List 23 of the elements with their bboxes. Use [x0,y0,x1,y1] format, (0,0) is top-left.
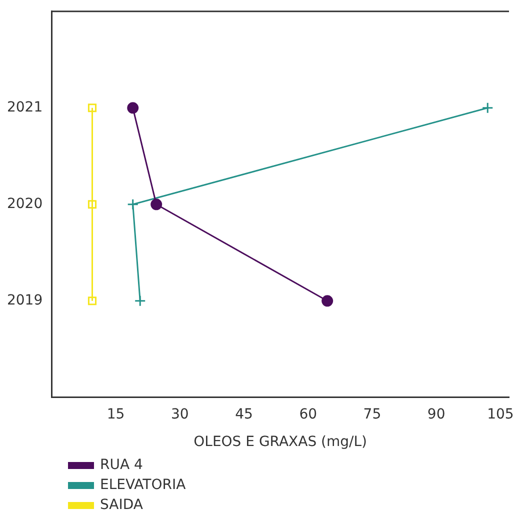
point [322,295,334,307]
point [88,296,97,306]
legend-label: SAIDA [100,497,143,513]
legend-label: ELEVATORIA [100,477,186,493]
point [88,104,97,112]
y-tick-label: 2019 [6,292,43,309]
x-tick-label: 60 [299,406,318,422]
x-tick-label: 105 [487,406,514,422]
x-tick-label: 15 [106,406,125,422]
point [127,102,139,114]
x-tick-label: 75 [363,406,382,422]
x-tick-label: 45 [235,406,253,422]
point [127,198,139,210]
point [482,102,494,114]
x-axis-title: OLEOS E GRAXAS (mg/L) [194,434,367,450]
y-tick-label: 2020 [6,196,43,212]
legend-label: RUA 4 [100,457,143,473]
y-tick-label: 2021 [6,100,43,116]
point [134,295,146,307]
x-tick-label: 30 [170,406,189,422]
point [150,198,162,210]
x-tick-label: 90 [427,406,446,422]
point [88,200,97,209]
